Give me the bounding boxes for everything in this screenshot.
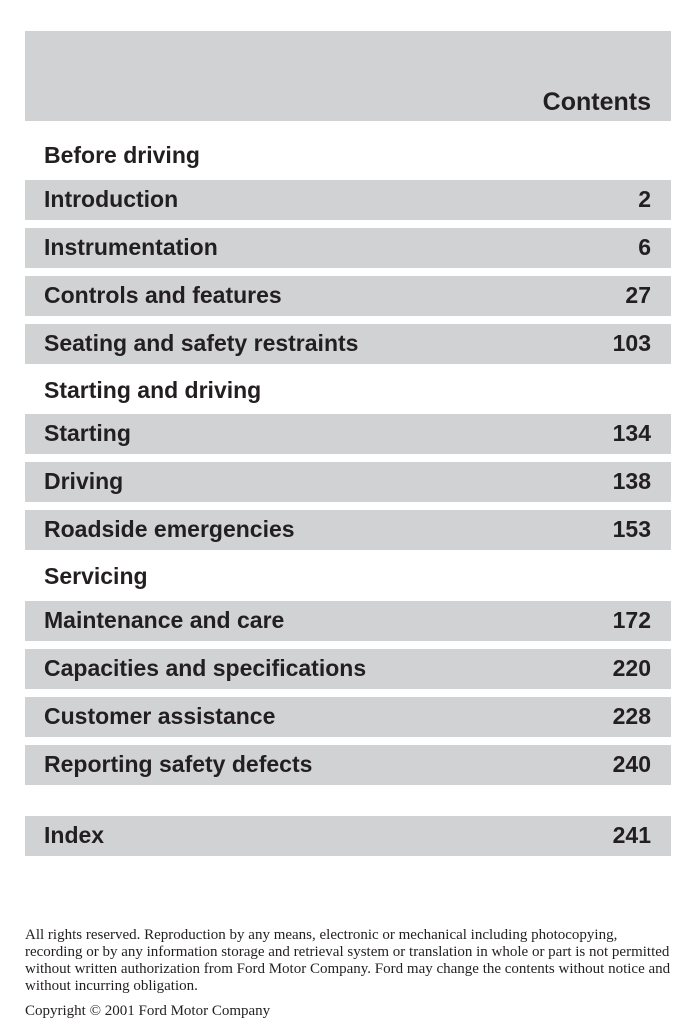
section-heading-servicing: Servicing [44, 563, 148, 589]
toc-entry-instrumentation[interactable]: Instrumentation 6 [25, 228, 671, 268]
page-title: Contents [542, 88, 651, 116]
toc-entry-page: 134 [612, 420, 651, 446]
toc-entry-label: Controls and features [44, 282, 282, 308]
toc-entry-label: Capacities and specifications [44, 655, 367, 681]
toc-entry-reporting-safety-defects[interactable]: Reporting safety defects 240 [25, 745, 671, 785]
toc-entry-seating-and-safety-restraints[interactable]: Seating and safety restraints 103 [25, 324, 671, 364]
toc-entry-index[interactable]: Index 241 [25, 816, 671, 856]
toc-entry-label: Driving [44, 468, 124, 494]
toc-entry-capacities-and-specifications[interactable]: Capacities and specifications 220 [25, 649, 671, 689]
toc-entry-page: 172 [612, 607, 651, 633]
toc-entry-label: Roadside emergencies [44, 516, 295, 542]
copyright-notice: Copyright © 2001 Ford Motor Company [25, 1003, 271, 1019]
toc-entry-driving[interactable]: Driving 138 [25, 462, 671, 502]
toc-entry-page: 240 [612, 751, 651, 777]
section-heading-starting-and-driving: Starting and driving [44, 377, 262, 403]
toc-entry-page: 153 [612, 516, 651, 542]
toc-entry-maintenance-and-care[interactable]: Maintenance and care 172 [25, 601, 671, 641]
toc-entry-label: Reporting safety defects [44, 751, 313, 777]
toc-entry-introduction[interactable]: Introduction 2 [25, 180, 671, 220]
toc-entry-label: Starting [44, 420, 131, 446]
toc-entry-label: Maintenance and care [44, 607, 285, 633]
contents-header: Contents [25, 31, 671, 121]
toc-entry-page: 241 [612, 822, 651, 848]
toc-entry-page: 103 [612, 330, 651, 356]
toc-entry-customer-assistance[interactable]: Customer assistance 228 [25, 697, 671, 737]
toc-entry-starting[interactable]: Starting 134 [25, 414, 671, 454]
toc-entry-page: 27 [625, 282, 651, 308]
toc-entry-page: 6 [638, 234, 651, 260]
section-heading-before-driving: Before driving [44, 142, 200, 168]
toc-entry-label: Seating and safety restraints [44, 330, 359, 356]
toc-entry-page: 2 [638, 186, 651, 212]
toc-entry-label: Index [44, 822, 105, 848]
toc-entry-label: Customer assistance [44, 703, 276, 729]
toc-entry-label: Instrumentation [44, 234, 218, 260]
toc-entry-label: Introduction [44, 186, 179, 212]
toc-entry-page: 228 [612, 703, 651, 729]
toc-entry-controls-and-features[interactable]: Controls and features 27 [25, 276, 671, 316]
rights-notice: All rights reserved. Reproduction by any… [25, 927, 671, 994]
toc-entry-page: 220 [612, 655, 651, 681]
toc-entry-page: 138 [612, 468, 651, 494]
toc-entry-roadside-emergencies[interactable]: Roadside emergencies 153 [25, 510, 671, 550]
